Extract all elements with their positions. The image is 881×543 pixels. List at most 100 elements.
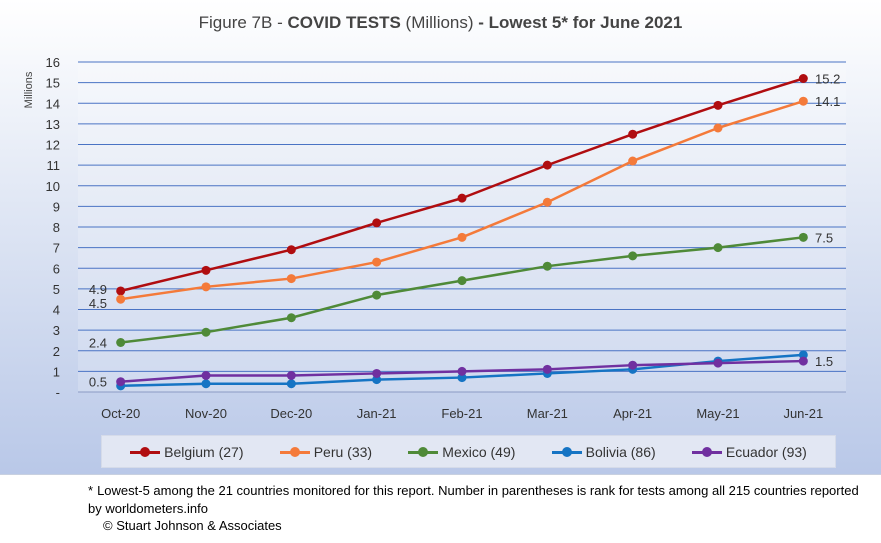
data-point	[372, 375, 382, 385]
data-point	[713, 243, 723, 253]
y-tick-label: 14	[46, 96, 60, 111]
series-peru	[116, 96, 808, 304]
data-point	[286, 379, 296, 389]
data-point	[798, 74, 808, 83]
y-tick-label: 8	[53, 220, 60, 235]
data-point	[798, 356, 808, 366]
data-point	[116, 286, 126, 296]
x-tick-label: May-21	[696, 406, 739, 421]
data-point	[372, 218, 382, 228]
y-tick-label: 6	[53, 261, 60, 276]
footnote: * Lowest-5 among the 21 countries monitor…	[88, 482, 868, 518]
x-tick-label: Apr-21	[613, 406, 652, 421]
data-point	[542, 160, 552, 170]
chart-title-bold-main: COVID TESTS	[287, 13, 401, 32]
legend-label: Bolivia (86)	[585, 443, 656, 460]
x-tick-label: Mar-21	[527, 406, 568, 421]
data-point	[116, 338, 126, 347]
data-label-end: 7.5	[815, 230, 833, 245]
data-point	[201, 265, 211, 275]
data-label-start: 2.4	[89, 336, 107, 351]
data-point	[542, 197, 552, 207]
data-point	[286, 313, 296, 323]
y-tick-label: 9	[53, 199, 60, 214]
x-tick-label: Oct-20	[101, 406, 140, 421]
chart-title-bold-tail: - Lowest 5* for June 2021	[478, 13, 683, 32]
data-point	[457, 276, 467, 286]
data-point	[713, 358, 723, 368]
copyright: © Stuart Johnson & Associates	[103, 518, 282, 533]
legend: Belgium (27) Peru (33) Mexico (49) Bolivia …	[101, 435, 836, 468]
data-point	[372, 368, 382, 378]
y-tick-label: 7	[53, 241, 60, 256]
data-point	[457, 366, 467, 376]
legend-label: Belgium (27)	[164, 443, 244, 460]
data-point	[713, 100, 723, 110]
legend-swatch	[691, 446, 722, 458]
data-point	[457, 232, 467, 242]
data-point	[372, 290, 382, 300]
data-label-start: 0.5	[89, 375, 107, 390]
legend-label: Mexico (49)	[442, 443, 516, 460]
legend-item: Bolivia (86)	[551, 443, 656, 460]
y-tick-label: -	[56, 385, 60, 400]
data-point	[628, 360, 638, 370]
y-tick-label: 4	[53, 303, 60, 318]
data-point	[201, 327, 211, 337]
data-point	[542, 261, 552, 271]
legend-item: Ecuador (93)	[691, 444, 807, 460]
series-mexico	[116, 232, 808, 347]
y-tick-label: 1	[53, 364, 60, 379]
data-point	[116, 294, 126, 304]
y-tick-label: 16	[46, 55, 60, 70]
legend-swatch	[130, 446, 161, 458]
series-ecuador	[116, 356, 808, 387]
footnote-star: *	[88, 483, 94, 498]
y-tick-label: 3	[53, 323, 60, 338]
y-tick-label: 13	[46, 117, 60, 132]
x-tick-label: Feb-21	[441, 406, 482, 421]
data-point	[798, 232, 808, 242]
y-axis-label: Millions	[23, 71, 35, 108]
chart-frame	[0, 0, 881, 475]
legend-swatch-dot	[289, 446, 300, 457]
data-point	[457, 193, 467, 203]
legend-swatch	[279, 446, 310, 458]
y-tick-label: 10	[46, 179, 60, 194]
data-label-start: 4.5	[89, 296, 107, 311]
legend-swatch-dot	[561, 446, 572, 457]
data-label-end: 1.5	[815, 354, 833, 369]
legend-item: Mexico (49)	[408, 444, 515, 460]
x-tick-label: Nov-20	[185, 406, 227, 421]
legend-swatch	[408, 446, 439, 458]
legend-item: Peru (33)	[279, 443, 373, 460]
data-point	[628, 129, 638, 139]
y-tick-label: 11	[47, 158, 61, 173]
y-tick-label: 15	[46, 76, 60, 91]
data-label-end: 14.1	[815, 94, 840, 109]
x-tick-label: Jun-21	[783, 406, 823, 421]
data-point	[542, 364, 552, 374]
data-point	[628, 251, 638, 261]
y-tick-label: 2	[53, 344, 60, 359]
y-tick-label: 12	[46, 138, 60, 153]
data-point	[798, 350, 808, 360]
data-point	[628, 156, 638, 166]
data-label-end: 15.2	[815, 72, 840, 87]
data-label-start: 4.9	[89, 282, 107, 297]
data-point	[286, 371, 296, 380]
footnote-text: Lowest-5 among the 21 countries monitore…	[88, 483, 859, 516]
x-tick-label: Dec-20	[270, 406, 312, 421]
legend-swatch-dot	[418, 446, 429, 457]
legend-item: Belgium (27)	[130, 444, 243, 460]
legend-swatch	[551, 446, 582, 458]
data-labels: 4.9 15.2 4.5 14.1 2.4 7.5 0.5 1.5	[89, 72, 840, 390]
data-point	[457, 373, 467, 383]
chart-title: Figure 7B - COVID TESTS (Millions) - Low…	[0, 13, 881, 33]
series-lines	[116, 74, 808, 391]
legend-label: Peru (33)	[313, 443, 373, 460]
data-point	[286, 245, 296, 255]
data-point	[201, 282, 211, 292]
